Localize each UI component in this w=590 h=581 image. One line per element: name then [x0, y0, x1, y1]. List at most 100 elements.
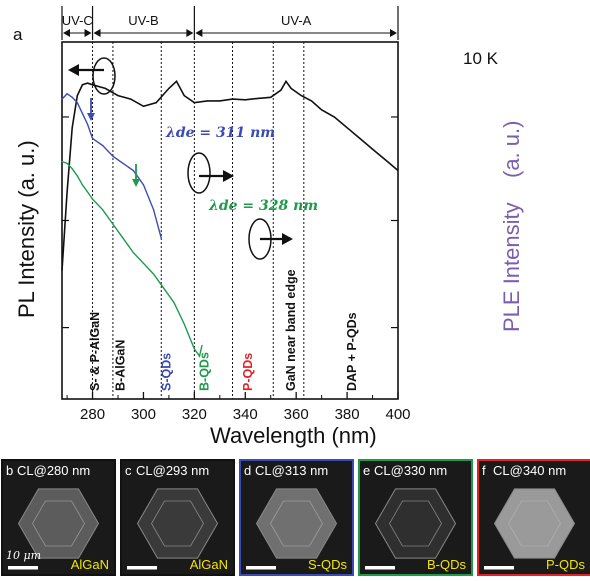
band-label: UV-B [128, 13, 158, 28]
series-point [122, 237, 124, 239]
band-arrow-right [186, 29, 194, 37]
cl-panel: e CL@330 nm B-QDs [358, 459, 473, 576]
region-labels: S- & P-AlGaN B-AlGaN S-QDs B-QDs P-QDs GaN ne… [88, 269, 359, 391]
series-point [71, 168, 73, 170]
cl-title-backdrop [479, 461, 590, 480]
cl-panel-title: CL@313 nm [255, 463, 328, 478]
series-point [371, 148, 374, 150]
x-axis-label: Wavelength (nm) [210, 423, 377, 448]
cl-panel-label: P-QDs [546, 557, 586, 572]
series-point [280, 89, 282, 91]
chart-series [61, 79, 399, 358]
band-arrow-right [390, 29, 397, 37]
green-down-arrow [132, 164, 140, 187]
band-arrow-right [84, 29, 92, 37]
series-point [66, 93, 68, 95]
series-point [321, 109, 323, 111]
series-point [76, 102, 78, 104]
panel-a-letter: a [13, 25, 23, 44]
series-point [81, 112, 83, 114]
series-point [122, 162, 124, 164]
series-point [359, 137, 361, 139]
series-point [76, 94, 78, 97]
series-point [198, 355, 201, 357]
series-point [285, 80, 287, 82]
cl-panel-label: S-QDs [308, 557, 348, 572]
hexagon-inner [508, 500, 561, 547]
series-point [193, 348, 195, 350]
region-label: S-QDs [159, 353, 173, 391]
series-point [244, 99, 246, 101]
x-tick-label: 280 [80, 406, 105, 423]
series-point [300, 94, 302, 97]
series-point [142, 184, 145, 186]
cl-panel-letter: e [363, 463, 370, 478]
series-point [117, 94, 119, 97]
cl-panel-label: AlGaN [71, 557, 109, 572]
scale-bar [8, 566, 38, 570]
hexagon [136, 488, 219, 559]
hexagon-inner [389, 500, 442, 547]
series-point [183, 94, 185, 97]
hexagon-inner [32, 500, 85, 547]
series-point [76, 175, 78, 177]
series-point [61, 98, 63, 100]
band-label: UV-A [281, 13, 312, 28]
cl-panel: c CL@293 nm AlGaN [120, 459, 235, 576]
series-point [86, 123, 89, 125]
cl-panel-letter: c [125, 463, 132, 478]
series-point [206, 100, 208, 102]
series-point [160, 237, 162, 239]
series-point [163, 287, 165, 289]
band-arrow-left [93, 29, 101, 37]
series-point [310, 100, 313, 102]
x-tick-label: 400 [385, 406, 410, 423]
series-point [155, 102, 157, 104]
series-point [173, 302, 175, 304]
series-point [346, 127, 348, 129]
pl-arrow-head [68, 64, 79, 76]
series-point [153, 273, 155, 275]
series-point [112, 223, 114, 225]
cl-panel: b CL@280 nm AlGaN 10 μm [1, 459, 116, 576]
hexagon [493, 488, 576, 559]
band-label: UV-C [62, 13, 93, 28]
series-point [104, 87, 106, 90]
region-label: P-QDs [241, 353, 255, 391]
region-label: S- & P-AlGaN [88, 312, 102, 391]
series-point [270, 96, 272, 98]
y-axis-ticks [62, 116, 398, 329]
pl-axis-indicator [68, 57, 116, 95]
series-point [61, 160, 63, 163]
temperature-label: 10 K [463, 49, 499, 68]
series-point [61, 269, 63, 272]
annotation-blue: λde = 311 nm [165, 125, 275, 141]
series-point [193, 102, 195, 104]
x-tick-label: 340 [233, 406, 258, 423]
ple-blue-oval [187, 152, 211, 194]
hexagon [255, 488, 338, 559]
series-point [175, 80, 178, 82]
cl-panel-title: CL@340 nm [493, 463, 566, 478]
cl-panel-letter: b [6, 463, 13, 478]
series-point [142, 105, 145, 107]
pl-oval [92, 57, 116, 95]
series-line [61, 79, 399, 271]
series-point [71, 96, 73, 98]
ple-green-indicator [248, 218, 293, 260]
cl-panel-label: AlGaN [190, 557, 228, 572]
region-label: B-QDs [198, 352, 212, 391]
series-line [61, 92, 162, 239]
x-tick-label: 300 [131, 406, 156, 423]
cl-panel: f CL@340 nm P-QDs [477, 459, 590, 576]
series-point [86, 82, 89, 84]
cl-panel-label: B-QDs [427, 557, 467, 572]
series-point [66, 191, 68, 193]
hexagon [374, 488, 457, 559]
cl-panel: d CL@313 nm S-QDs [239, 459, 354, 576]
x-axis-ticks: 280 300 320 340 360 380 400 [66, 392, 411, 423]
series-point [384, 159, 386, 161]
blue-down-arrow [87, 98, 95, 121]
cl-title-backdrop [122, 461, 233, 480]
